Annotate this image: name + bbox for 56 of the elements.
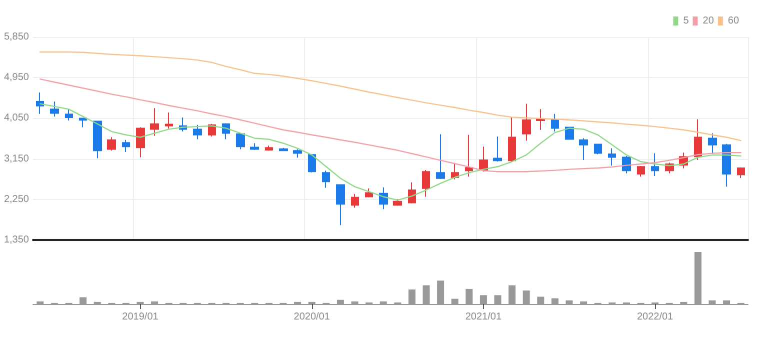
legend-label: 60: [728, 16, 740, 26]
candlestick: [265, 145, 273, 152]
x-tick-label: 2021/01: [465, 312, 502, 322]
candlestick: [165, 112, 173, 130]
candlestick: [136, 126, 145, 158]
y-tick-label: 2,250: [4, 194, 30, 205]
candlestick: [308, 154, 316, 173]
candlestick: [36, 92, 44, 114]
y-tick-label: 4,950: [4, 72, 30, 84]
y-tick-label: 4,050: [4, 112, 30, 124]
y-tick-label: 5,850: [4, 32, 30, 42]
candlestick: [65, 108, 73, 122]
candlestick: [622, 155, 631, 174]
x-tick-label: 2022/01: [636, 312, 674, 322]
candlestick: [279, 147, 288, 152]
candlestick: [594, 144, 602, 155]
line-series: [40, 78, 742, 172]
legend-label: 5: [683, 16, 690, 26]
candlestick: [293, 148, 302, 158]
candlestick: [422, 169, 430, 198]
candlestick: [336, 184, 345, 226]
candlestick: [508, 116, 516, 162]
candlestick: [536, 108, 545, 130]
candlestick: [579, 138, 588, 160]
candlestick: [93, 120, 102, 159]
candlestick: [551, 113, 559, 132]
line-series: [40, 51, 742, 142]
candlestick: [322, 170, 330, 188]
candlestick: [150, 108, 159, 136]
candlestick: [436, 134, 445, 180]
candlestick: [737, 166, 745, 179]
candlestick: [722, 143, 731, 188]
line-series: [40, 103, 742, 201]
candlestick: [122, 139, 130, 152]
legend-label: 20: [702, 16, 714, 26]
candlestick: [351, 194, 359, 208]
candlestick: [408, 182, 416, 204]
y-tick-label: 3,150: [4, 153, 30, 164]
candlestick: [522, 103, 531, 142]
candlestick: [250, 142, 259, 150]
candlestick: [637, 165, 645, 178]
candlestick: [493, 136, 502, 162]
candlestick: [236, 132, 245, 150]
candlestick: [50, 101, 59, 118]
candlestick: [708, 132, 717, 154]
candlestick: [651, 152, 659, 176]
x-tick-label: 2019/01: [122, 312, 159, 322]
x-tick-label: 2020/01: [294, 312, 330, 322]
candlestick: [465, 134, 473, 178]
candlestick: [107, 136, 116, 152]
candlestick: [79, 117, 87, 128]
candlestick: [694, 118, 702, 160]
candlestick: [393, 198, 402, 206]
candlestick: [608, 148, 616, 166]
candlestick: [193, 124, 202, 140]
y-tick-label: 1,350: [4, 234, 30, 246]
